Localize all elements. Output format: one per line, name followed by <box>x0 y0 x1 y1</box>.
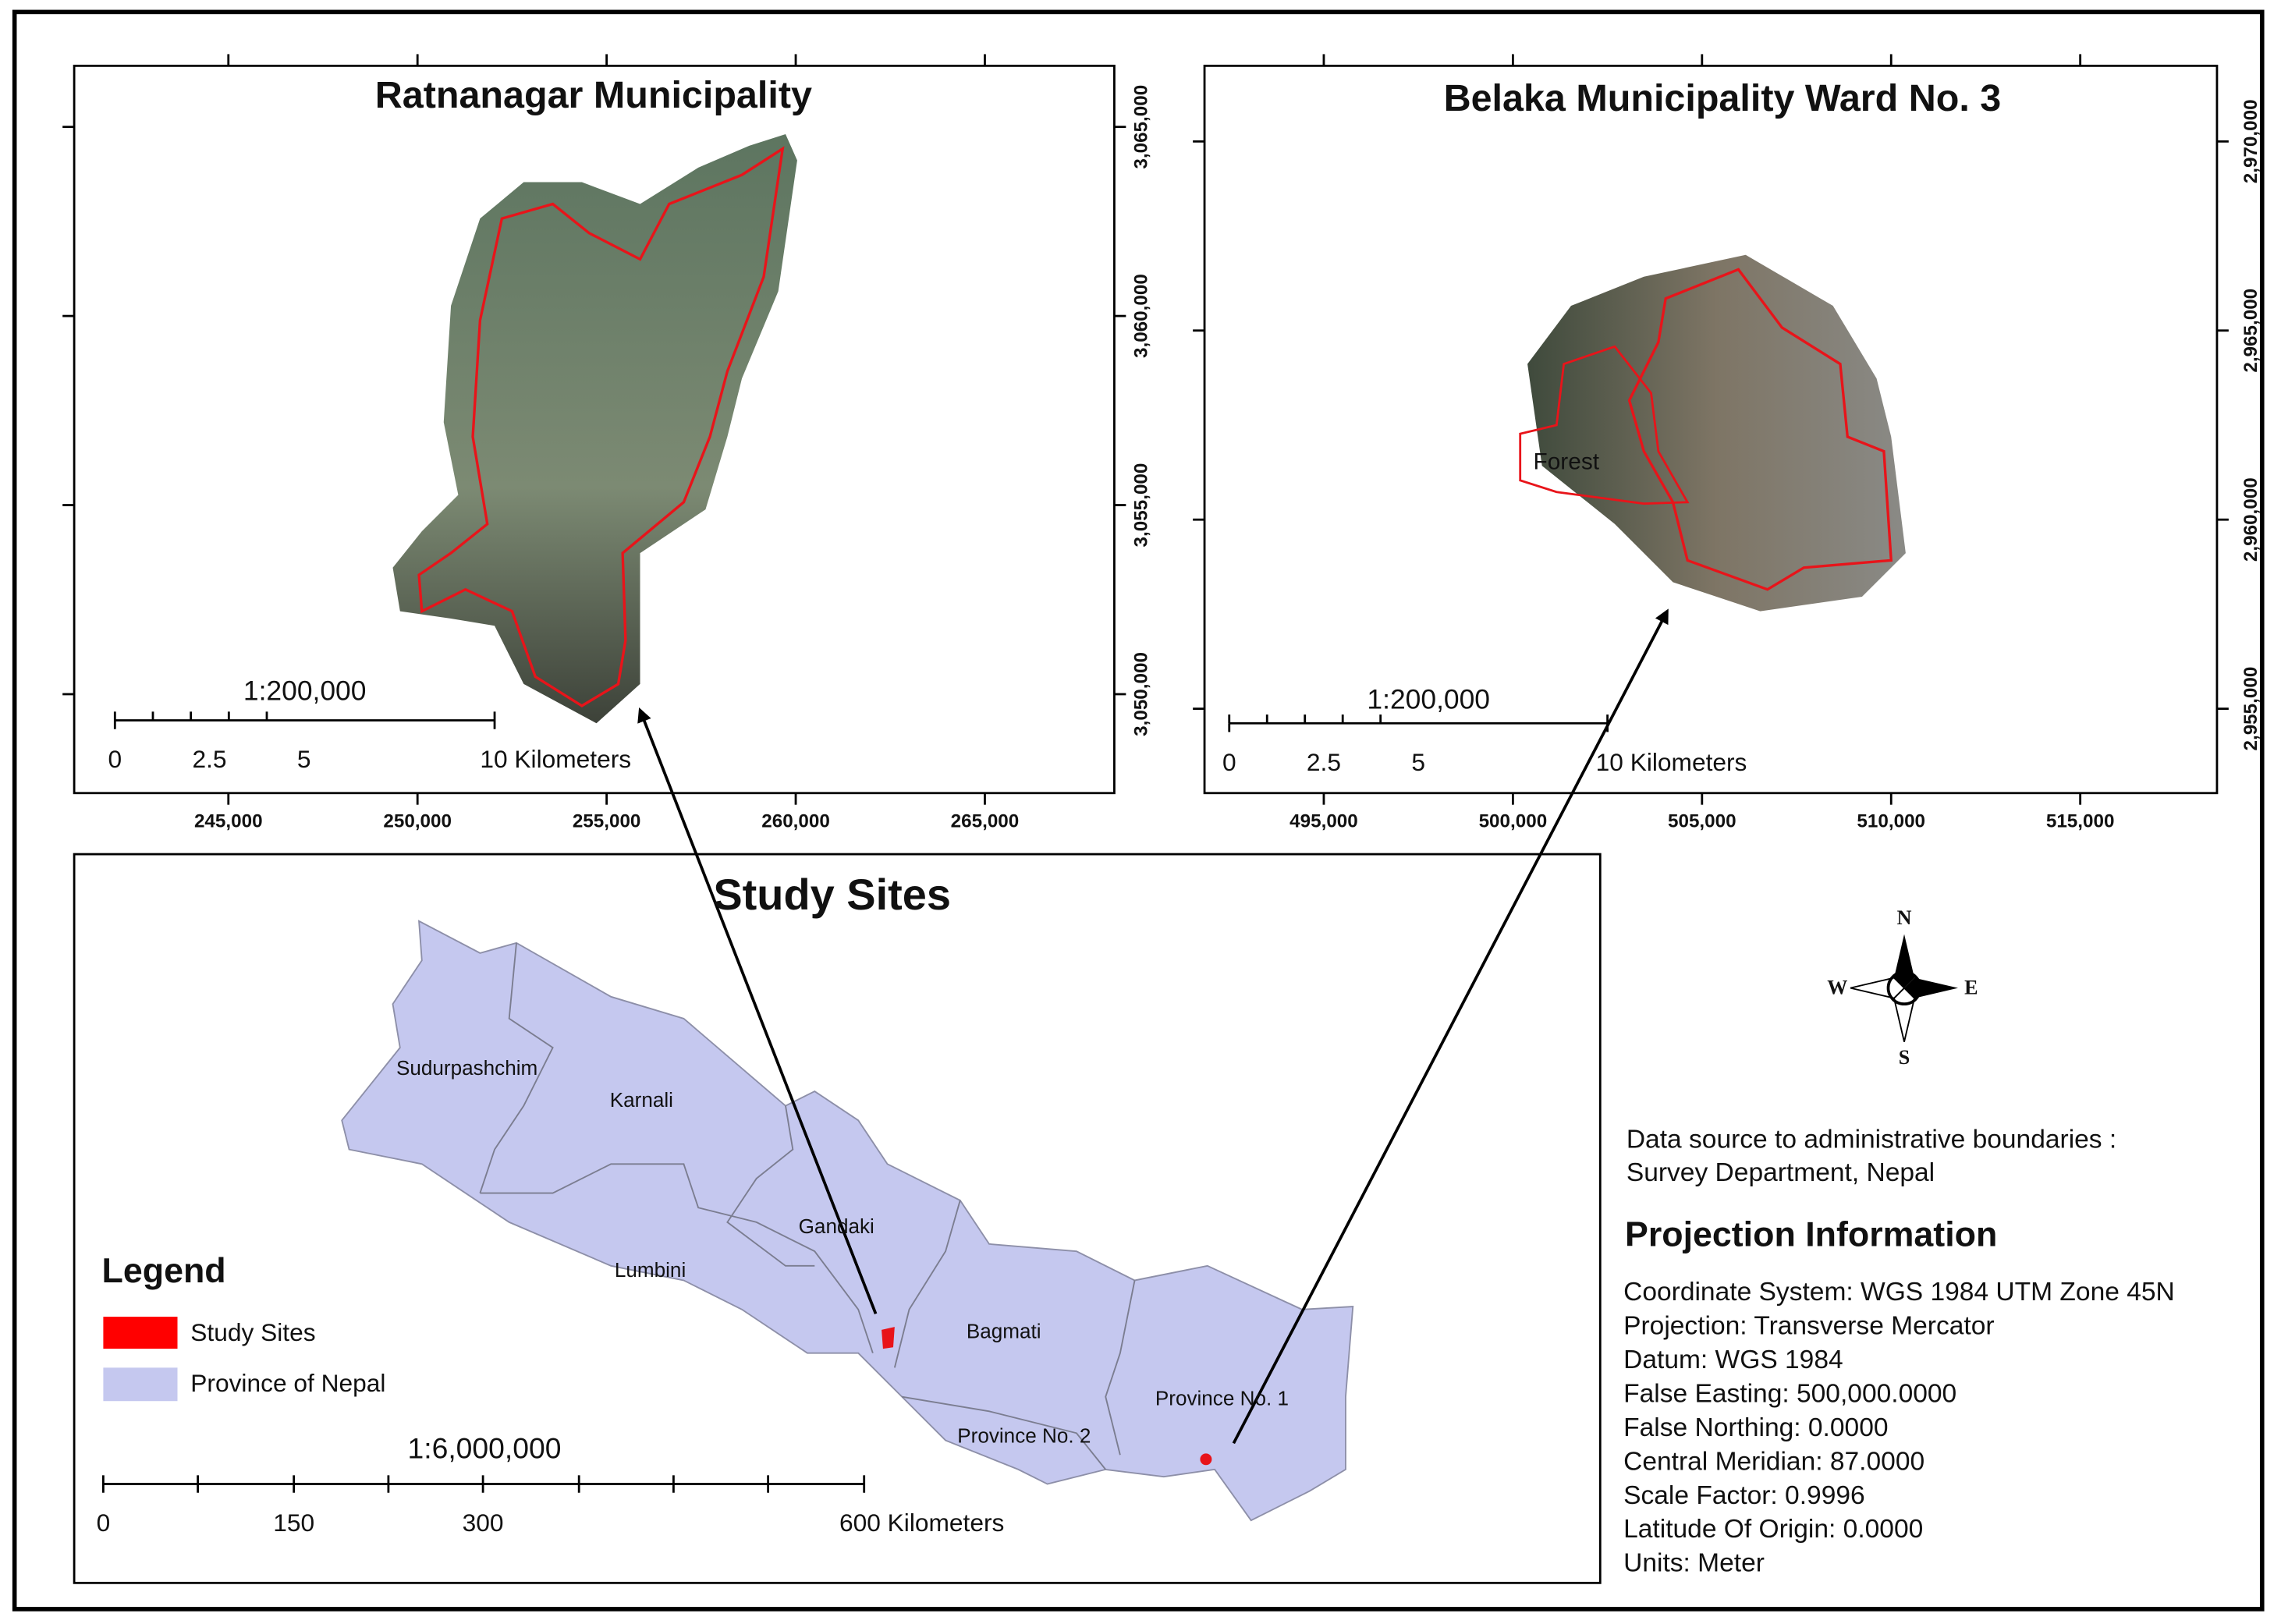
scale-ratio: 1:6,000,000 <box>408 1431 562 1464</box>
province-label: Gandaki <box>799 1214 874 1238</box>
projection-line: Central Meridian: 87.0000 <box>1623 1447 1924 1476</box>
data-source: Survey Department, Nepal <box>1626 1158 1935 1187</box>
x-tick-label: 510,000 <box>1857 810 1925 832</box>
province-border <box>1105 1280 1136 1456</box>
scale-label: 0 <box>108 745 122 773</box>
compass-letter: W <box>1827 976 1847 998</box>
x-tick-label: 500,000 <box>1479 810 1548 832</box>
province-border <box>893 1200 961 1368</box>
compass-point <box>1893 934 1915 988</box>
x-tick-label: 505,000 <box>1668 810 1736 832</box>
compass-ring <box>1886 970 1922 1006</box>
y-tick-label: 3,050,000 <box>1130 652 1151 736</box>
scale-label: 10 Kilometers <box>1596 748 1747 776</box>
province-border <box>480 1163 874 1353</box>
map-title: Study Sites <box>713 870 951 919</box>
x-tick-label: 260,000 <box>761 810 830 832</box>
x-tick-label: 250,000 <box>383 810 452 832</box>
province-border <box>726 1105 815 1267</box>
scale-ratio: 1:200,000 <box>1367 684 1490 715</box>
pointer-arrow <box>637 707 878 1315</box>
x-tick-label: 515,000 <box>2046 810 2115 832</box>
province-label: Province No. 2 <box>957 1424 1091 1448</box>
map-label: Forest <box>1533 449 1599 474</box>
compass-point <box>1904 977 1959 998</box>
y-tick-label: 2,960,000 <box>2240 477 2261 562</box>
projection-line: False Easting: 500,000.0000 <box>1623 1379 1956 1408</box>
scale-label: 300 <box>463 1509 504 1537</box>
scale-label: 0 <box>1222 748 1236 776</box>
scale-label: 5 <box>297 745 311 773</box>
y-tick-label: 3,060,000 <box>1130 274 1151 358</box>
projection-line: False Northing: 0.0000 <box>1623 1413 1888 1442</box>
pointer-arrow <box>1232 608 1669 1445</box>
compass-letter: E <box>1964 976 1978 998</box>
scale-label: 150 <box>273 1509 314 1537</box>
legend-swatch <box>103 1367 178 1402</box>
satellite-image <box>1527 254 1906 612</box>
legend-swatch <box>103 1317 178 1349</box>
province-borders <box>479 942 1136 1470</box>
scale-label: 5 <box>1411 748 1425 776</box>
labels: Ratnanagar Municipality 245,000 250,000 255… <box>62 54 2261 1578</box>
province-label: Province No. 1 <box>1155 1386 1289 1409</box>
scale-label: 0 <box>97 1509 111 1537</box>
nepal-map <box>341 920 1354 1522</box>
scale-label: 2.5 <box>192 745 226 773</box>
projection-title: Projection Information <box>1625 1214 1997 1253</box>
municipality-boundary <box>417 146 785 707</box>
satellite-image <box>392 134 797 724</box>
x-tick-label: 255,000 <box>573 810 641 832</box>
legend-label: Study Sites <box>190 1318 315 1346</box>
province-border <box>902 1395 1106 1470</box>
forest-boundary <box>1519 345 1690 505</box>
legend-title: Legend <box>102 1251 226 1290</box>
projection-line: Scale Factor: 0.9996 <box>1623 1481 1865 1510</box>
panel-title: Ratnanagar Municipality <box>375 74 812 116</box>
x-tick-label: 265,000 <box>951 810 1020 832</box>
province-border <box>479 942 554 1193</box>
y-tick-label: 2,970,000 <box>2240 99 2261 183</box>
compass-letter: S <box>1899 1046 1910 1069</box>
scale-label: 600 Kilometers <box>839 1509 1004 1537</box>
y-tick-label: 2,955,000 <box>2240 667 2261 751</box>
study-site <box>882 1327 895 1349</box>
province-label: Bagmati <box>967 1319 1041 1342</box>
projection-line: Units: Meter <box>1623 1549 1765 1578</box>
y-tick-label: 3,065,000 <box>1130 85 1151 169</box>
data-source: Data source to administrative boundaries… <box>1626 1125 2116 1154</box>
y-tick-label: 2,965,000 <box>2240 289 2261 373</box>
projection-line: Datum: WGS 1984 <box>1623 1346 1843 1374</box>
compass-letter: N <box>1897 906 1912 929</box>
province-label: Sudurpashchim <box>396 1056 537 1080</box>
province-label: Karnali <box>610 1088 673 1112</box>
outer-border <box>12 9 2265 1612</box>
ward-boundary <box>1627 268 1893 591</box>
projection-line: Coordinate System: WGS 1984 UTM Zone 45N <box>1623 1278 2175 1307</box>
scale-label: 10 Kilometers <box>480 745 631 773</box>
projection-line: Latitude Of Origin: 0.0000 <box>1623 1515 1923 1544</box>
compass-point <box>1850 977 1906 999</box>
study-site <box>1200 1453 1212 1466</box>
panel-title: Belaka Municipality Ward No. 3 <box>1444 77 2002 119</box>
province-label: Lumbini <box>615 1258 686 1282</box>
scale-ratio: 1:200,000 <box>243 675 367 706</box>
projection-line: Projection: Transverse Mercator <box>1623 1312 1994 1341</box>
x-tick-label: 495,000 <box>1289 810 1358 832</box>
y-tick-label: 3,055,000 <box>1130 463 1151 548</box>
north-arrow <box>1850 934 1959 1042</box>
legend-label: Province of Nepal <box>190 1369 385 1397</box>
scale-label: 2.5 <box>1307 748 1341 776</box>
x-tick-label: 245,000 <box>194 810 263 832</box>
